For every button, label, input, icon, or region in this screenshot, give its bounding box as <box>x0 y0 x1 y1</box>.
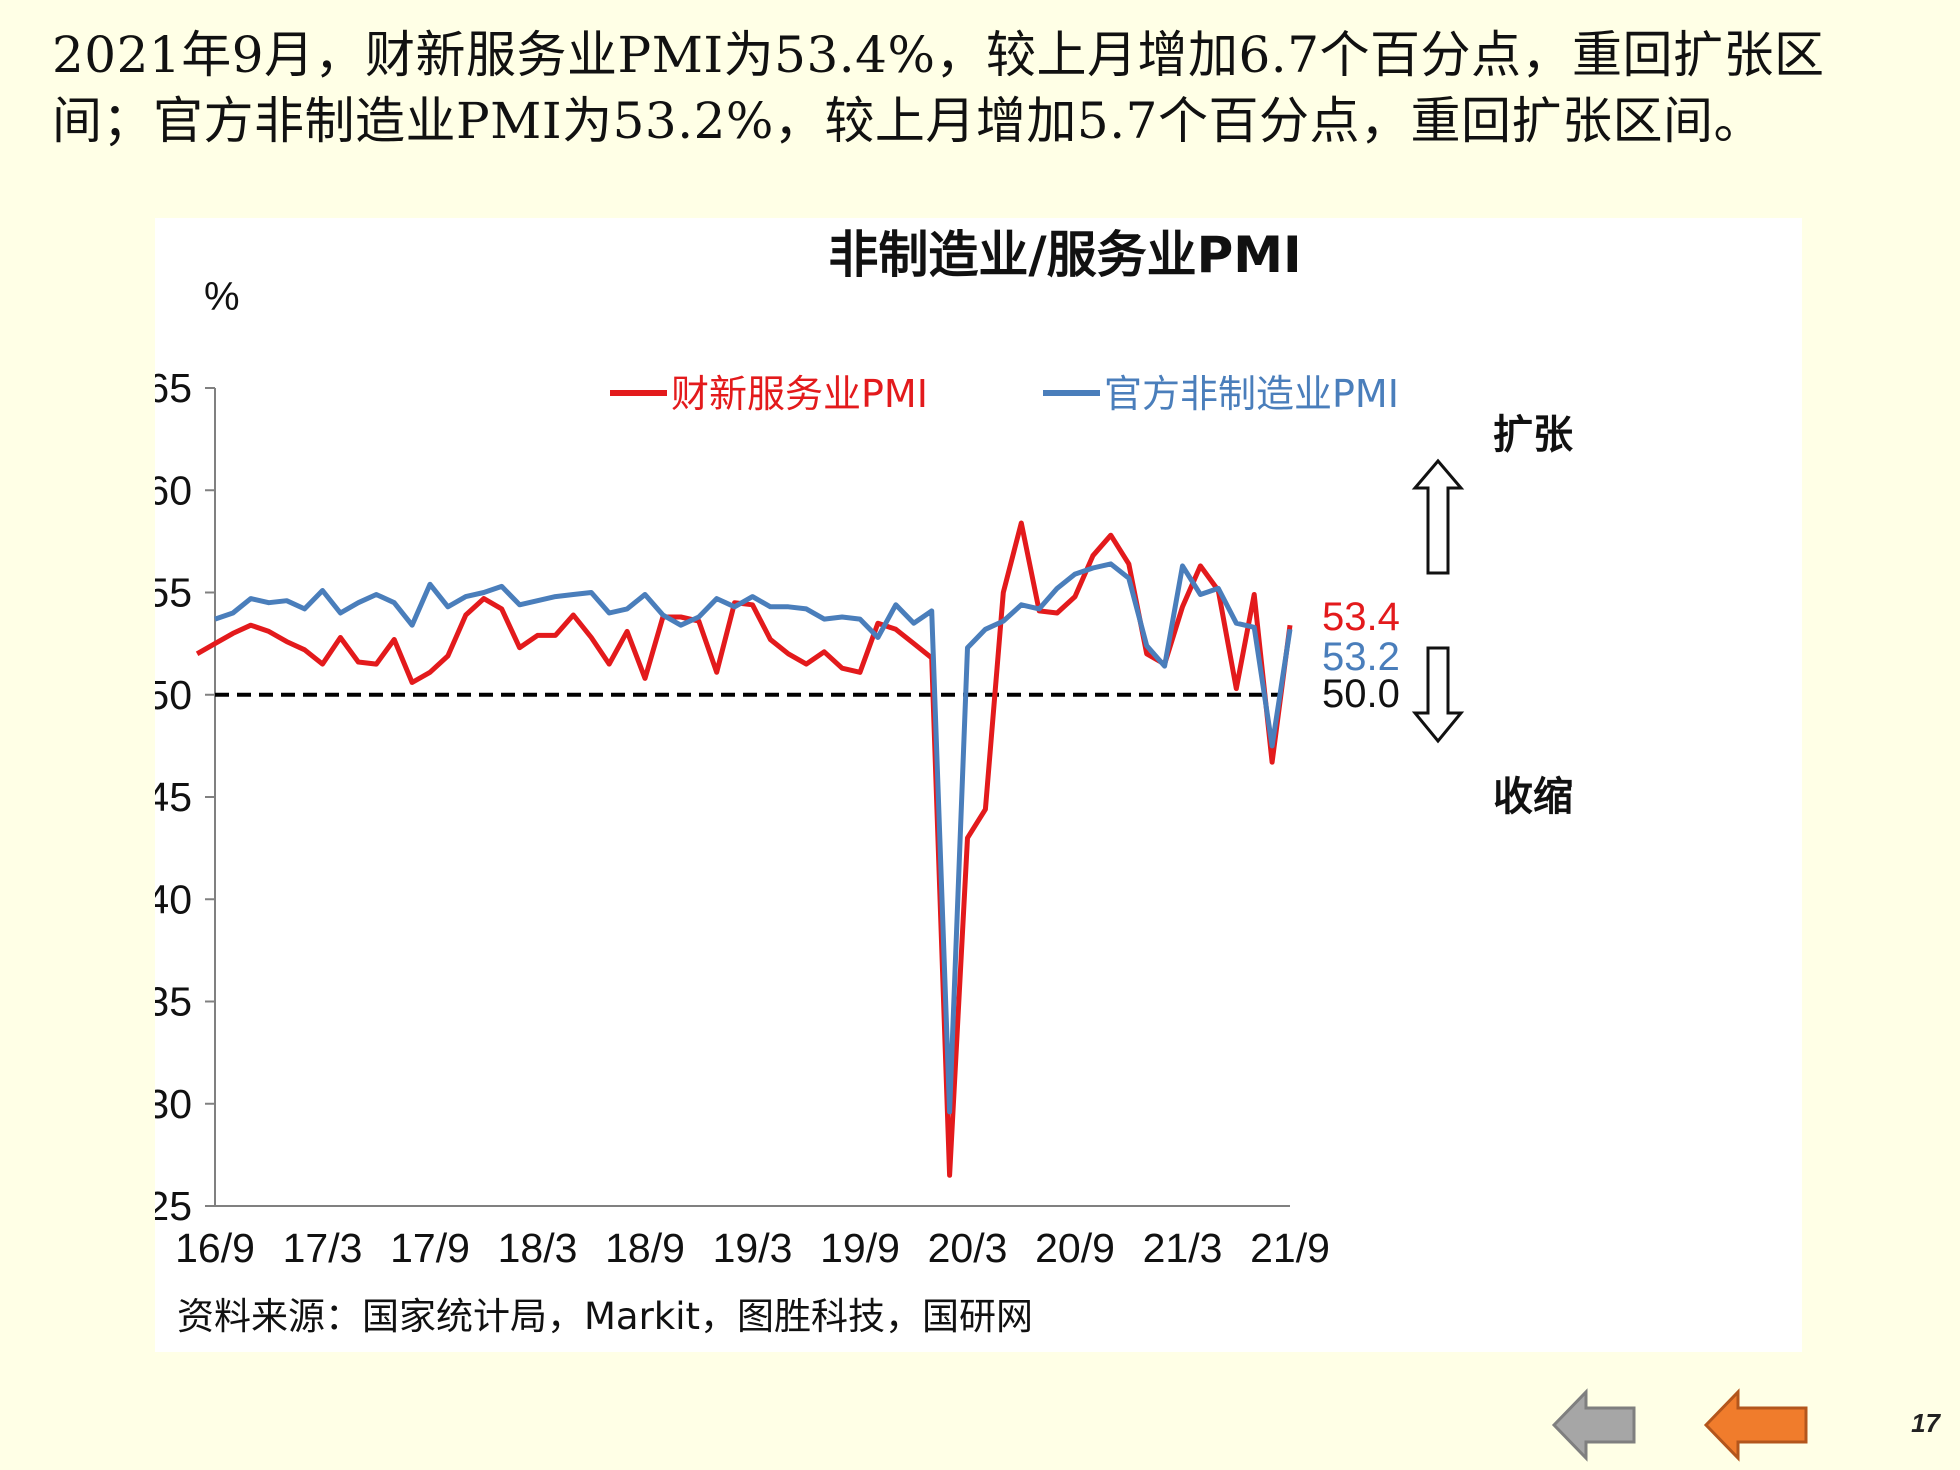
y-tick-label: 30 <box>155 1081 192 1127</box>
x-tick-label: 19/3 <box>713 1225 793 1271</box>
end-label-official: 53.2 <box>1322 635 1400 679</box>
y-tick-label: 45 <box>155 774 192 820</box>
legend-label-caixin: 财新服务业PMI <box>671 372 928 416</box>
y-tick-label: 60 <box>155 467 192 513</box>
slide-headline: 2021年9月，财新服务业PMI为53.4%，较上月增加6.7个百分点，重回扩张… <box>52 26 1825 150</box>
x-tick-label: 17/3 <box>283 1225 363 1271</box>
threshold-line: 50.0 <box>215 672 1400 716</box>
end-label-caixin: 53.4 <box>1322 595 1400 639</box>
series-line-caixin <box>195 520 1293 1178</box>
nav-back-arrow-icon[interactable] <box>1550 1388 1638 1462</box>
arrow-up-icon <box>1411 458 1465 575</box>
chart-axes <box>214 388 1290 1207</box>
x-tick-label: 18/3 <box>498 1225 578 1271</box>
threshold-value-label: 50.0 <box>1322 672 1400 716</box>
x-tick-label: 21/3 <box>1143 1225 1223 1271</box>
chart-title: 非制造业/服务业PMI <box>828 226 1301 284</box>
x-tick-label: 20/3 <box>928 1225 1008 1271</box>
end-value-labels: 53.453.2 <box>1322 595 1400 679</box>
y-axis-ticks: 65 60 55 50 45 40 35 30 25 <box>155 365 215 1229</box>
arrow-down-icon <box>1411 646 1465 744</box>
y-tick-label: 50 <box>155 672 192 718</box>
y-tick-label: 65 <box>155 365 192 411</box>
expand-label: 扩张 <box>1493 412 1573 458</box>
x-tick-label: 21/9 <box>1250 1225 1330 1271</box>
x-axis-ticks: 16/9 17/3 17/9 18/3 18/9 19/3 19/9 20/3 20/9 21/3… <box>175 1225 1330 1271</box>
series-line-official <box>214 561 1293 1115</box>
y-tick-label: 55 <box>155 570 192 616</box>
y-tick-label: 35 <box>155 979 192 1025</box>
expansion-contraction-annotation: 扩张 收缩 <box>1411 412 1573 820</box>
chart-panel: 非制造业/服务业PMI % 财新服务业PMI 官方非制造业PMI 65 60 55 5… <box>155 218 1802 1352</box>
legend-label-official: 官方非制造业PMI <box>1104 372 1399 416</box>
chart-legend: 财新服务业PMI 官方非制造业PMI <box>610 372 1399 416</box>
x-tick-label: 19/9 <box>820 1225 900 1271</box>
chart-series <box>195 520 1293 1178</box>
pmi-line-chart: 非制造业/服务业PMI % 财新服务业PMI 官方非制造业PMI 65 60 55 5… <box>155 226 1573 1338</box>
y-axis-unit: % <box>204 275 240 319</box>
x-tick-label: 16/9 <box>175 1225 255 1271</box>
x-tick-label: 20/9 <box>1035 1225 1115 1271</box>
y-tick-label: 40 <box>155 876 192 922</box>
contract-label: 收缩 <box>1493 774 1573 820</box>
x-tick-label: 17/9 <box>390 1225 470 1271</box>
source-note: 资料来源：国家统计局，Markit，图胜科技，国研网 <box>177 1295 1033 1338</box>
x-tick-label: 18/9 <box>605 1225 685 1271</box>
page-number: 17 <box>1911 1408 1940 1438</box>
nav-previous-arrow-icon[interactable] <box>1702 1388 1810 1462</box>
y-tick-label: 25 <box>155 1183 192 1229</box>
